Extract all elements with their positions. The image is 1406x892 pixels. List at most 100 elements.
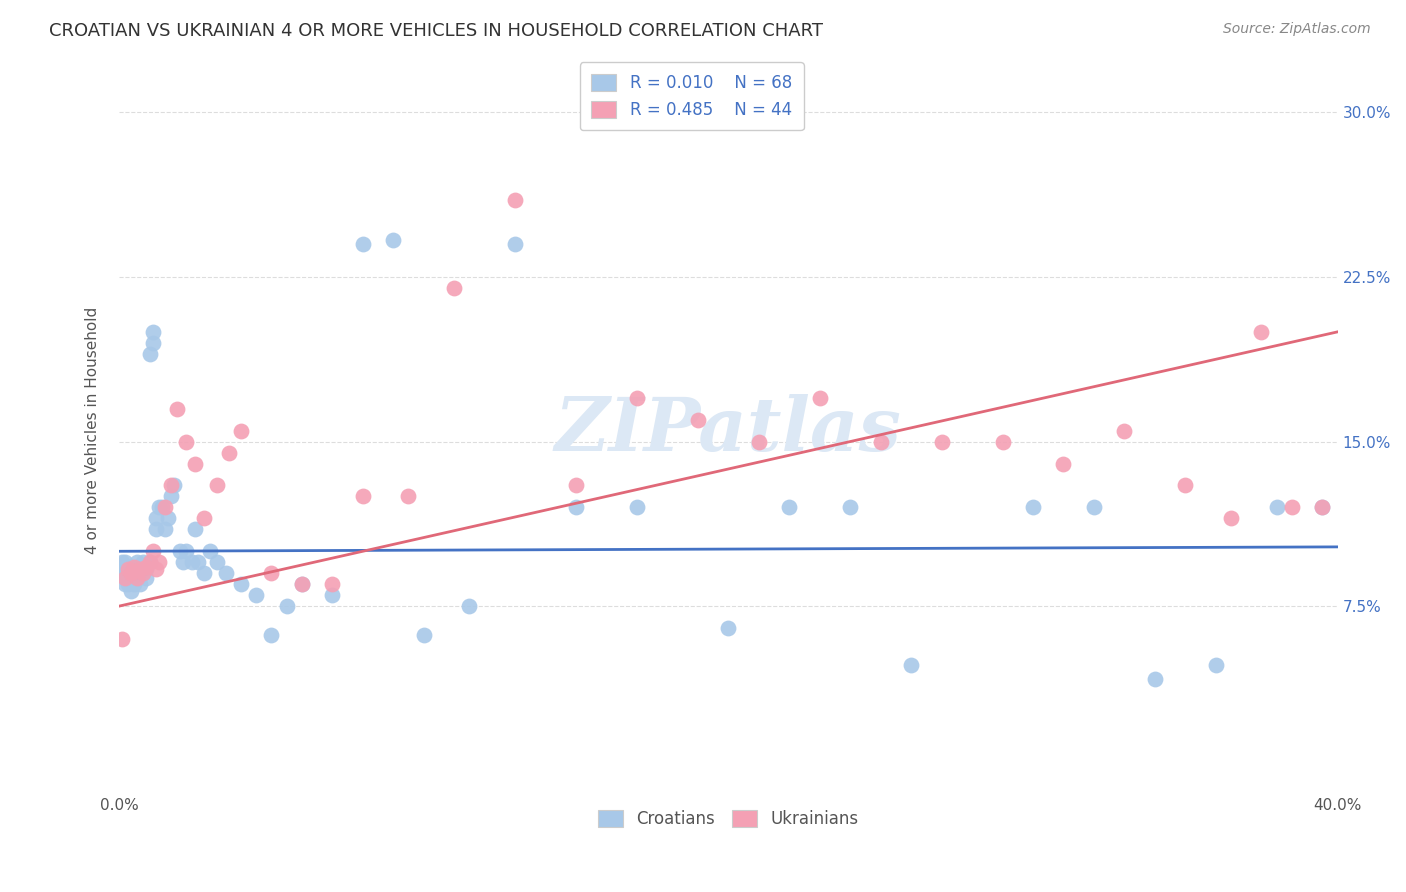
Point: [398, 490, 420, 504]
Point: [321, 577, 343, 591]
Point: [1083, 500, 1105, 515]
Point: [148, 555, 170, 569]
Point: [1265, 500, 1288, 515]
Point: [145, 562, 167, 576]
Point: [626, 500, 648, 515]
Point: [748, 434, 770, 449]
Point: [174, 434, 197, 449]
Point: [565, 478, 588, 492]
Point: [138, 347, 160, 361]
Point: [142, 325, 165, 339]
Point: [129, 577, 152, 591]
Point: [114, 555, 136, 569]
Point: [205, 478, 228, 492]
Point: [172, 555, 194, 569]
Point: [686, 412, 709, 426]
Point: [184, 457, 207, 471]
Point: [145, 522, 167, 536]
Point: [626, 391, 648, 405]
Point: [153, 522, 176, 536]
Point: [215, 566, 238, 581]
Point: [443, 281, 465, 295]
Point: [169, 544, 191, 558]
Y-axis label: 4 or more Vehicles in Household: 4 or more Vehicles in Household: [86, 307, 100, 554]
Point: [117, 562, 139, 576]
Point: [229, 577, 252, 591]
Point: [229, 424, 252, 438]
Point: [260, 566, 283, 581]
Point: [127, 555, 149, 569]
Point: [142, 335, 165, 350]
Point: [132, 566, 155, 581]
Point: [1052, 457, 1074, 471]
Point: [1114, 424, 1136, 438]
Point: [1312, 500, 1334, 515]
Point: [276, 599, 298, 614]
Point: [127, 571, 149, 585]
Point: [900, 658, 922, 673]
Point: [778, 500, 800, 515]
Point: [565, 500, 588, 515]
Point: [117, 562, 139, 576]
Point: [382, 233, 405, 247]
Point: [218, 445, 240, 459]
Point: [352, 490, 374, 504]
Point: [1143, 672, 1166, 686]
Point: [1250, 325, 1272, 339]
Point: [193, 566, 215, 581]
Point: [117, 577, 139, 591]
Point: [458, 599, 481, 614]
Point: [160, 490, 183, 504]
Text: CROATIAN VS UKRAINIAN 4 OR MORE VEHICLES IN HOUSEHOLD CORRELATION CHART: CROATIAN VS UKRAINIAN 4 OR MORE VEHICLES…: [49, 22, 823, 40]
Point: [120, 559, 142, 574]
Point: [205, 555, 228, 569]
Point: [1281, 500, 1303, 515]
Point: [1022, 500, 1045, 515]
Point: [412, 628, 434, 642]
Point: [321, 588, 343, 602]
Point: [120, 571, 142, 585]
Point: [193, 511, 215, 525]
Point: [1174, 478, 1197, 492]
Point: [181, 555, 204, 569]
Point: [132, 555, 155, 569]
Point: [1220, 511, 1243, 525]
Point: [117, 566, 139, 581]
Point: [124, 559, 146, 574]
Point: [1312, 500, 1334, 515]
Point: [129, 562, 152, 576]
Point: [1205, 658, 1227, 673]
Point: [114, 566, 136, 581]
Point: [127, 559, 149, 574]
Point: [111, 566, 134, 581]
Point: [808, 391, 831, 405]
Text: ZIPatlas: ZIPatlas: [555, 394, 901, 467]
Point: [260, 628, 283, 642]
Point: [150, 500, 173, 515]
Point: [135, 559, 157, 574]
Point: [291, 577, 314, 591]
Point: [132, 566, 155, 581]
Text: Source: ZipAtlas.com: Source: ZipAtlas.com: [1223, 22, 1371, 37]
Point: [127, 571, 149, 585]
Point: [111, 632, 134, 646]
Point: [160, 478, 183, 492]
Point: [166, 401, 188, 416]
Legend: Croatians, Ukrainians: Croatians, Ukrainians: [592, 804, 865, 835]
Point: [245, 588, 267, 602]
Point: [148, 500, 170, 515]
Point: [839, 500, 862, 515]
Point: [503, 193, 526, 207]
Point: [124, 566, 146, 581]
Point: [145, 511, 167, 525]
Point: [138, 555, 160, 569]
Point: [503, 237, 526, 252]
Point: [111, 555, 134, 569]
Point: [187, 555, 209, 569]
Point: [200, 544, 222, 558]
Point: [174, 544, 197, 558]
Point: [291, 577, 314, 591]
Point: [124, 577, 146, 591]
Point: [991, 434, 1014, 449]
Point: [184, 522, 207, 536]
